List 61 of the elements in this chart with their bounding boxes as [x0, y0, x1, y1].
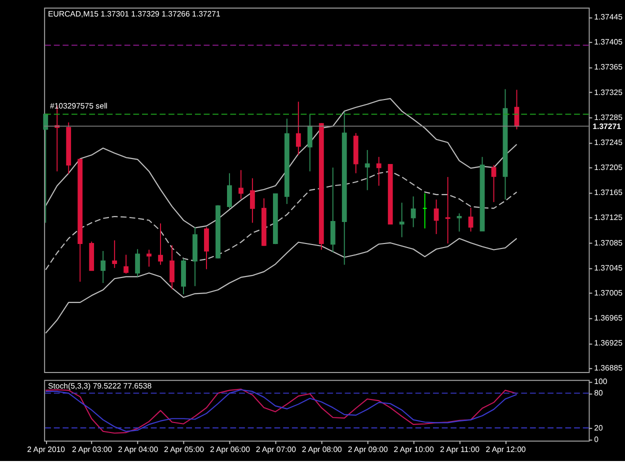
candlestick — [307, 114, 312, 172]
candlestick — [250, 178, 255, 224]
x-tick-label: 2 Apr 09:00 — [348, 444, 389, 454]
candlestick — [456, 212, 462, 232]
candlestick — [296, 101, 301, 156]
y-tick-label: 100 — [594, 377, 608, 386]
y-tick-label: 1.36885 — [594, 364, 624, 373]
x-tick-label: 2 Apr 11:00 — [440, 444, 480, 454]
candlestick — [158, 222, 163, 266]
candlestick — [434, 199, 439, 235]
candlestick — [410, 196, 416, 228]
candlestick — [491, 164, 496, 203]
candlestick — [43, 113, 48, 224]
y-tick-label: 1.37045 — [594, 263, 624, 272]
x-tick-label: 2 Apr 03:00 — [72, 444, 113, 454]
candlestick — [468, 207, 474, 232]
candlestick — [135, 248, 140, 278]
y-tick-label: 1.37085 — [594, 238, 624, 248]
chart-title: EURCAD,M15 1.37301 1.37329 1.37266 1.37271 — [48, 9, 220, 18]
candlestick — [112, 240, 118, 268]
x-tick-label: 2 Apr 2010 — [27, 444, 66, 454]
y-tick-label: 1.36965 — [594, 314, 624, 323]
y-tick-label: 80 — [594, 388, 604, 398]
x-tick-label: 2 Apr 10:00 — [394, 444, 434, 454]
y-tick-label: 1.37365 — [594, 62, 624, 72]
y-tick-label: 0 — [594, 434, 600, 444]
candlestick — [445, 176, 450, 244]
y-tick-label: 20 — [594, 423, 604, 432]
line-series — [45, 238, 518, 334]
line-series — [45, 170, 518, 270]
ref-line-label: #103297575 sell — [50, 101, 108, 110]
x-tick-label: 2 Apr 05:00 — [164, 444, 205, 454]
y-tick-label: 1.37325 — [594, 88, 624, 97]
candlestick — [238, 170, 244, 200]
candlestick — [399, 202, 404, 238]
candlestick — [364, 150, 370, 191]
y-tick-label: 1.36925 — [594, 338, 624, 348]
x-tick-label: 2 Apr 08:00 — [302, 444, 343, 454]
candlestick — [100, 250, 106, 284]
candlestick — [330, 167, 336, 253]
y-tick-label: 1.37285 — [594, 112, 624, 122]
y-tick-label: 1.37245 — [594, 138, 624, 147]
y-tick-label: 1.37165 — [594, 188, 624, 198]
candlestick — [376, 156, 382, 186]
x-tick-label: 2 Apr 06:00 — [210, 444, 251, 454]
candlestick — [204, 226, 209, 270]
candlestick — [170, 244, 174, 290]
y-tick-label: 1.37405 — [594, 38, 624, 47]
line-series — [45, 98, 518, 228]
ref-line-label: 1.37271 — [592, 122, 622, 132]
x-tick-label: 2 Apr 12:00 — [486, 444, 526, 454]
x-tick-label: 2 Apr 04:00 — [118, 444, 159, 454]
y-tick-label: 1.37005 — [594, 288, 624, 298]
x-tick-label: 2 Apr 07:00 — [256, 444, 297, 454]
y-tick-label: 1.37205 — [594, 163, 624, 172]
y-tick-label: 1.37125 — [594, 213, 624, 222]
candlestick — [227, 172, 232, 209]
chart-title: Stoch(5,3,3) 79.5222 77.6538 — [48, 382, 152, 391]
candlestick — [146, 249, 152, 268]
candlestick — [124, 254, 128, 274]
y-tick-label: 1.37445 — [594, 12, 624, 22]
